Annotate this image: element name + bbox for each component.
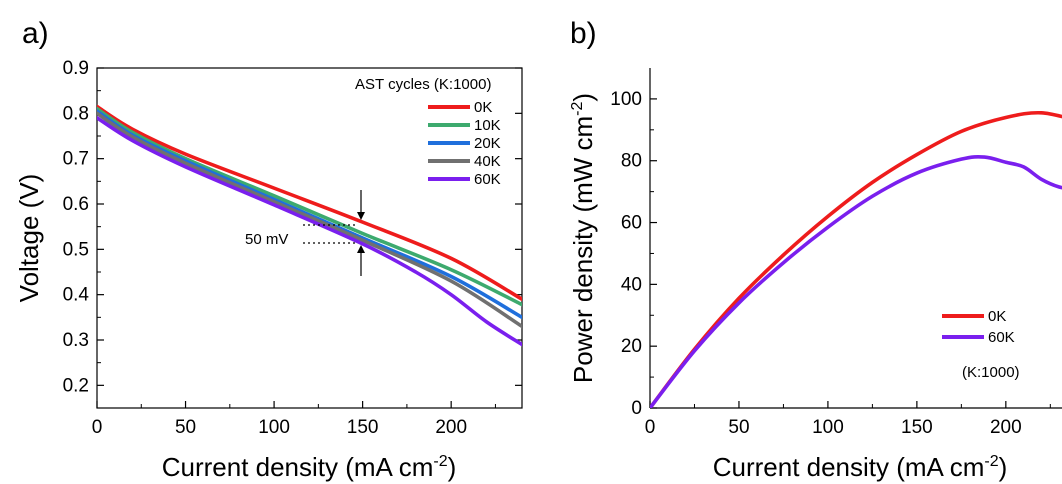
panel-a-annotation: 50 mV <box>245 190 365 276</box>
legend-note: (K:1000) <box>962 364 1020 381</box>
y-tick-label: 0.5 <box>63 239 89 260</box>
legend-label: 20K <box>474 135 501 152</box>
y-tick-label: 0.9 <box>63 58 89 79</box>
panel-a-label: a) <box>22 17 49 50</box>
y-tick-label: 0 <box>631 398 642 419</box>
panel-b-series <box>650 110 1062 408</box>
series-line-0k <box>650 110 1062 408</box>
panel-a-series <box>97 104 522 347</box>
series-line-60k <box>97 116 522 347</box>
series-line-60k <box>650 154 1062 408</box>
series-line-0k <box>97 104 522 301</box>
y-tick-label: 20 <box>621 336 642 357</box>
panel-b-label: b) <box>570 17 597 50</box>
x-tick-label: 150 <box>901 417 933 438</box>
x-tick-label: 50 <box>175 417 196 438</box>
legend-label: 10K <box>474 117 501 134</box>
legend-label: 60K <box>988 329 1015 346</box>
y-tick-label: 80 <box>621 151 642 172</box>
arrow-head-up-icon <box>357 245 365 253</box>
y-tick-label: 0.3 <box>63 330 89 351</box>
y-tick-label: 0.8 <box>63 103 89 124</box>
panel-b-ticks: 0 50 100 150 200 0 20 40 60 80 100 <box>610 89 1051 438</box>
x-tick-label: 100 <box>812 417 844 438</box>
legend-label: 0K <box>988 308 1006 325</box>
y-tick-label: 60 <box>621 213 642 234</box>
x-tick-label: 200 <box>990 417 1022 438</box>
arrow-head-down-icon <box>357 212 365 220</box>
y-tick-label: 0.6 <box>63 194 89 215</box>
legend-label: 40K <box>474 153 501 170</box>
x-tick-label: 100 <box>258 417 290 438</box>
x-tick-label: 150 <box>347 417 379 438</box>
x-tick-label: 200 <box>435 417 467 438</box>
y-tick-label: 0.2 <box>63 375 89 396</box>
y-tick-label: 40 <box>621 274 642 295</box>
panel-b-y-axis-title: Power density (mW cm-2) <box>568 93 598 383</box>
panel-a-plot-frame <box>96 67 523 409</box>
y-tick-label: 100 <box>610 89 642 110</box>
legend-title: AST cycles (K:1000) <box>355 76 491 93</box>
y-tick-label: 0.7 <box>63 149 89 170</box>
panel-b-x-axis-title: Current density (mA cm-2) <box>713 452 1008 482</box>
x-tick-label: 50 <box>728 417 749 438</box>
x-tick-label: 0 <box>92 417 103 438</box>
annotation-label: 50 mV <box>245 231 288 248</box>
panel-a-ticks: 0 50 100 150 200 0.2 0.3 0.4 0.5 0.6 0.7 0.8 0.9 <box>63 58 522 438</box>
panel-a-y-axis-title: Voltage (V) <box>14 174 44 303</box>
y-tick-label: 0.4 <box>63 285 90 306</box>
panel-a: a) 0 50 100 150 2000.20.30.40.50.60.70.80.9 … <box>14 17 523 482</box>
legend-label: 60K <box>474 171 501 188</box>
legend-label: 0K <box>474 99 492 116</box>
x-tick-label: 0 <box>645 417 656 438</box>
series-line-10k <box>97 107 522 307</box>
series-line-40k <box>97 111 522 329</box>
panel-a-x-axis-title: Current density (mA cm-2) <box>162 452 457 482</box>
